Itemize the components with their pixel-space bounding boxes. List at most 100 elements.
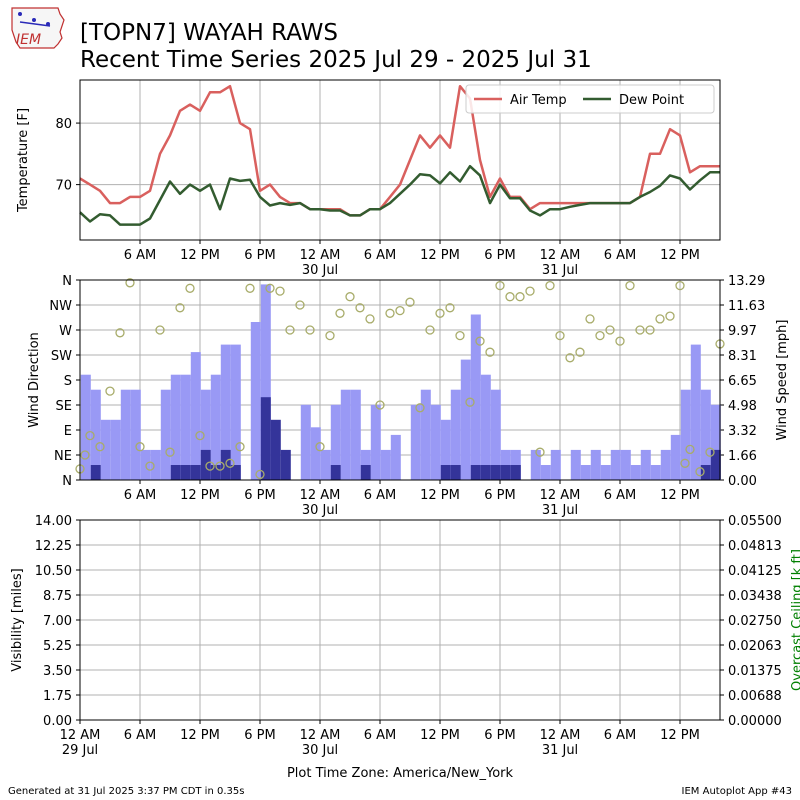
wind-speed-bar bbox=[710, 404, 721, 480]
vis-ylabel: Visibility [miles] bbox=[10, 568, 25, 671]
wind-speed-bar bbox=[440, 419, 451, 480]
wind-gust-bar bbox=[500, 465, 511, 480]
wind-speed-tick-label: 11.63 bbox=[728, 299, 765, 314]
wind-direction-point bbox=[545, 280, 555, 291]
wind-direction-point bbox=[415, 403, 425, 413]
wind-speed-tick-label: 1.66 bbox=[728, 449, 757, 464]
wind-direction-point bbox=[345, 292, 355, 302]
wind-direction-point bbox=[145, 461, 155, 471]
vis-xtick-date: 31 Jul bbox=[542, 743, 578, 758]
wind-direction-point bbox=[315, 442, 325, 452]
vis-ytick-label: 8.75 bbox=[43, 589, 72, 604]
wind-direction-point bbox=[645, 325, 655, 335]
wind-speed-bar bbox=[410, 404, 421, 480]
wind-speed-bar bbox=[180, 374, 191, 480]
vis-xtick-label: 12 PM bbox=[180, 728, 220, 743]
wind-direction-point bbox=[585, 314, 595, 324]
wind-xtick-label: 12 AM bbox=[300, 488, 341, 503]
wind-direction-point bbox=[625, 280, 635, 291]
wind-speed-bar bbox=[320, 449, 331, 480]
legend-dew-point-label: Dew Point bbox=[619, 93, 684, 108]
wind-xtick-label: 6 AM bbox=[124, 488, 157, 503]
wind-speed-bar bbox=[390, 434, 401, 480]
vis-xtick-label: 12 PM bbox=[660, 728, 700, 743]
wind-direction-point bbox=[95, 442, 105, 452]
vis-xtick-label: 12 PM bbox=[420, 728, 460, 743]
wind-dir-tick-label: E bbox=[64, 424, 72, 439]
wind-direction-point bbox=[335, 308, 345, 318]
wind-speed-bar bbox=[380, 449, 391, 480]
wind-gust-bar bbox=[470, 465, 481, 480]
wind-direction-point bbox=[245, 283, 255, 293]
wind-speed-tick-label: 0.00 bbox=[728, 474, 757, 489]
wind-direction-point bbox=[435, 308, 445, 318]
wind-gust-bar bbox=[710, 449, 721, 480]
wind-speed-bar bbox=[470, 314, 481, 480]
vis-ytick-label: 5.25 bbox=[43, 639, 72, 654]
legend-air-temp-label: Air Temp bbox=[510, 93, 567, 108]
wind-direction-point bbox=[605, 325, 615, 335]
ceiling-ytick-label: 0.00688 bbox=[728, 689, 782, 704]
wind-xtick-label: 12 PM bbox=[420, 488, 460, 503]
wind-dir-tick-label: W bbox=[59, 324, 72, 339]
vis-ytick-label: 3.50 bbox=[43, 664, 72, 679]
wind-direction-point bbox=[680, 458, 690, 468]
wind-gust-bar bbox=[510, 465, 521, 480]
wind-speed-bar bbox=[650, 465, 661, 480]
temp-ytick-label: 80 bbox=[55, 117, 72, 132]
wind-speed-bar bbox=[570, 449, 581, 480]
vis-xtick-date: 30 Jul bbox=[302, 743, 338, 758]
wind-speed-tick-label: 9.97 bbox=[728, 324, 757, 339]
iem-logo: IEM bbox=[11, 7, 65, 49]
vis-ytick-label: 7.00 bbox=[43, 614, 72, 629]
wind-speed-bar bbox=[360, 449, 371, 480]
wind-gust-bar bbox=[440, 465, 451, 480]
wind-gust-bar bbox=[450, 465, 461, 480]
wind-direction-point bbox=[125, 278, 135, 288]
wind-speed-bar bbox=[230, 344, 241, 480]
wind-direction-point bbox=[385, 308, 395, 318]
ceiling-ytick-label: 0.03438 bbox=[728, 589, 782, 604]
vis-ytick-label: 14.00 bbox=[35, 514, 72, 529]
wind-direction-point bbox=[185, 283, 195, 293]
wind-xtick-label: 12 PM bbox=[180, 488, 220, 503]
wind-speed-bar bbox=[340, 389, 351, 480]
wind-speed-bar bbox=[120, 389, 131, 480]
wind-speed-bar bbox=[700, 389, 711, 480]
wind-direction-point bbox=[255, 469, 265, 480]
wind-direction-point bbox=[425, 325, 435, 335]
wind-gust-bar bbox=[270, 419, 281, 480]
wind-direction-point bbox=[485, 347, 495, 357]
wind-dir-tick-label: NW bbox=[49, 299, 72, 314]
wind-direction-point bbox=[105, 386, 115, 396]
wind-gust-bar bbox=[280, 449, 291, 480]
wind-gust-bar bbox=[180, 465, 191, 480]
vis-ytick-label: 0.00 bbox=[43, 714, 72, 729]
wind-xtick-label: 6 AM bbox=[604, 488, 637, 503]
wind-dir-tick-label: S bbox=[64, 374, 72, 389]
wind-speed-bar bbox=[250, 322, 261, 480]
vis-xtick-date: 29 Jul bbox=[62, 743, 98, 758]
wind-direction-point bbox=[515, 292, 525, 302]
wind-speed-bar bbox=[680, 389, 691, 480]
vis-ytick-label: 10.50 bbox=[35, 564, 72, 579]
visibility-panel: 0.00 0.00000 1.75 0.00688 3.50 0.01375 5.25 0.0… bbox=[10, 514, 800, 758]
wind-direction-point bbox=[85, 430, 95, 441]
wind-speed-bar bbox=[610, 449, 621, 480]
temp-xtick-label: 12 AM bbox=[540, 248, 581, 263]
temp-ylabel: Temperature [F] bbox=[16, 108, 31, 213]
wind-direction-point bbox=[175, 303, 185, 313]
wind-gust-bar bbox=[360, 465, 371, 480]
vis-xtick-label: 12 AM bbox=[540, 728, 581, 743]
ceiling-ytick-label: 0.01375 bbox=[728, 664, 782, 679]
wind-direction-point bbox=[215, 461, 225, 471]
wind-speed-tick-label: 8.31 bbox=[728, 349, 757, 364]
iem-logo-text: IEM bbox=[16, 32, 41, 48]
temp-xtick-label: 6 AM bbox=[364, 248, 397, 263]
vis-xtick-label: 6 PM bbox=[244, 728, 275, 743]
wind-xtick-label: 6 PM bbox=[244, 488, 275, 503]
wind-speed-tick-label: 3.32 bbox=[728, 424, 757, 439]
wind-direction-point bbox=[225, 458, 235, 468]
